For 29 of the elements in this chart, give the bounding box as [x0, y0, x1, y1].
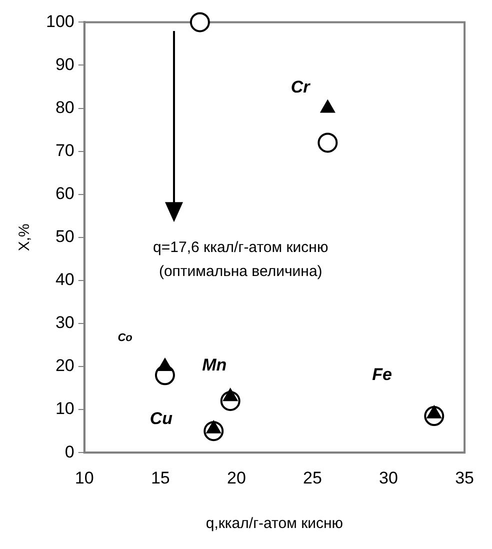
point	[190, 12, 210, 32]
annotation: Co	[118, 332, 133, 344]
x-tick-label: 10	[74, 468, 94, 488]
y-tick-label: 0	[64, 442, 74, 462]
x-tick-label: 25	[303, 468, 322, 488]
y-tick-label: 20	[55, 356, 74, 376]
annotation: Mn	[202, 355, 227, 374]
point	[318, 132, 338, 153]
y-tick-label: 70	[55, 141, 74, 160]
y-tick-label: 10	[55, 399, 74, 418]
annotation: Fe	[372, 365, 392, 384]
annotation: (оптимальна величина)	[158, 262, 322, 280]
annotation: Cr	[290, 77, 312, 96]
y-tick-label: 60	[55, 184, 74, 204]
y-tick-label: 40	[55, 270, 74, 290]
x-tick-label: 30	[379, 468, 398, 488]
point	[158, 358, 172, 372]
x-tick-label: 20	[226, 468, 246, 488]
y-axis-title: X,%	[16, 224, 34, 252]
y-tick-label: 50	[55, 227, 74, 246]
y-tick-label: 80	[55, 98, 74, 117]
x-tick-label: 15	[150, 468, 170, 488]
x-axis-title: q,ккал/г-атом кисню	[206, 515, 344, 532]
annotation: Cu	[150, 409, 174, 428]
y-tick-label: 30	[55, 313, 74, 332]
annotation: q=17,6 ккал/г-атом кисню	[153, 238, 328, 256]
y-tick-label: 90	[55, 54, 74, 74]
x-tick-label: 35	[455, 468, 474, 488]
y-tick-label: 100	[46, 12, 74, 31]
